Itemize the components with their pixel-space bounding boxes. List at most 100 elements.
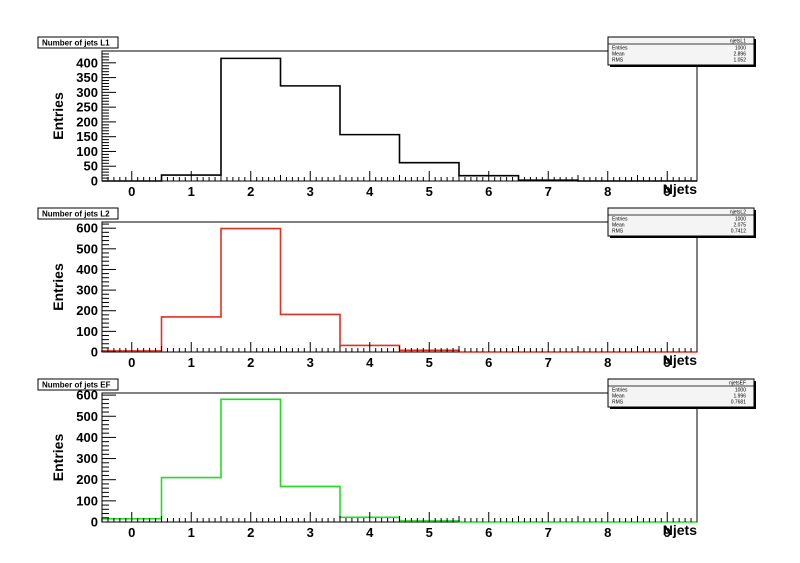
chart-title: Number of jets EF — [42, 381, 111, 390]
stats-box-frame — [607, 36, 755, 66]
x-axis-title: Njets — [663, 181, 697, 197]
y-tick-label: 100 — [76, 324, 98, 339]
y-tick-label: 350 — [76, 70, 98, 85]
x-tick-label: 2 — [247, 184, 254, 199]
y-tick-label: 400 — [76, 430, 98, 445]
y-tick-label: 250 — [76, 100, 98, 115]
y-tick-label: 100 — [76, 493, 98, 508]
y-tick-label: 300 — [76, 451, 98, 466]
stats-value: 0.7681 — [731, 400, 747, 406]
title-box: Number of jets EF — [37, 378, 119, 391]
y-tick-label: 50 — [84, 159, 98, 174]
y-tick-label: 300 — [76, 283, 98, 298]
x-tick-label: 0 — [128, 525, 135, 540]
x-tick-label: 8 — [604, 355, 611, 370]
y-tick-label: 100 — [76, 144, 98, 159]
stats-label: RMS — [612, 229, 624, 235]
x-axis-title: Njets — [663, 352, 697, 368]
x-tick-label: 9 — [664, 184, 671, 199]
histogram-line — [102, 57, 697, 182]
stats-name: njetsL2 — [730, 210, 746, 216]
y-tick-label: 200 — [76, 114, 98, 129]
plot-frame — [101, 392, 698, 523]
stats-box-frame — [607, 207, 755, 237]
stats-name: njetsEF — [729, 381, 746, 387]
y-tick-label: 200 — [76, 472, 98, 487]
y-tick-label: 0 — [91, 345, 98, 360]
x-tick-label: 5 — [426, 355, 433, 370]
x-tick-label: 4 — [366, 184, 374, 199]
stats-value: 1000 — [735, 388, 746, 394]
x-axis-title: Njets — [663, 522, 697, 538]
x-tick-label: 6 — [485, 525, 492, 540]
x-tick-label: 1 — [188, 355, 195, 370]
x-tick-label: 3 — [307, 355, 314, 370]
title-box-frame — [37, 378, 119, 391]
stats-value: 0.7412 — [731, 229, 747, 235]
x-tick-label: 6 — [485, 184, 492, 199]
stats-value: 1000 — [735, 217, 746, 223]
chart-title: Number of jets L1 — [42, 39, 110, 48]
x-tick-label: 9 — [664, 355, 671, 370]
x-tick-label: 3 — [307, 525, 314, 540]
y-tick-label: 0 — [91, 515, 98, 530]
stats-label: Mean — [612, 394, 625, 400]
plot-frame — [101, 221, 698, 353]
y-tick-label: 0 — [91, 174, 98, 189]
x-tick-label: 5 — [426, 184, 433, 199]
title-box: Number of jets L1 — [37, 36, 119, 49]
y-axis-title: Entries — [50, 92, 66, 140]
y-tick-label: 400 — [76, 55, 98, 70]
stats-value: 2.896 — [733, 52, 746, 58]
stats-label: Entries — [612, 217, 628, 223]
x-tick-label: 1 — [188, 525, 195, 540]
y-tick-label: 500 — [76, 409, 98, 424]
y-tick-label: 400 — [76, 262, 98, 277]
stats-value: 2.075 — [733, 223, 746, 229]
y-tick-label: 500 — [76, 241, 98, 256]
stats-label: Mean — [612, 223, 625, 229]
stats-box-frame — [607, 378, 755, 408]
title-box-frame — [37, 207, 119, 220]
stats-box: njetsL1 Entries 1000 Mean 2.896 RMS 1.052 — [607, 36, 756, 67]
y-tick-label: 150 — [76, 129, 98, 144]
x-tick-label: 7 — [545, 525, 552, 540]
histogram-line — [101, 227, 697, 353]
y-tick-label: 200 — [76, 303, 98, 318]
x-tick-label: 7 — [545, 184, 552, 199]
chart-title: Number of jets L2 — [42, 210, 110, 219]
histogram-line — [101, 398, 697, 523]
y-tick-label: 600 — [76, 388, 98, 403]
y-tick-label: 300 — [76, 85, 98, 100]
x-tick-label: 2 — [247, 525, 254, 540]
title-box-frame — [37, 36, 119, 49]
y-axis-title: Entries — [50, 263, 66, 311]
x-tick-label: 7 — [545, 355, 552, 370]
stats-name: njetsL1 — [730, 39, 746, 45]
x-tick-label: 5 — [426, 525, 433, 540]
stats-label: Mean — [612, 52, 625, 58]
x-tick-label: 6 — [485, 355, 492, 370]
stats-label: Entries — [612, 388, 628, 394]
y-axis-title: Entries — [50, 434, 66, 482]
x-tick-label: 4 — [366, 525, 374, 540]
stats-box: njetsL2 Entries 1000 Mean 2.075 RMS 0.7412 — [607, 207, 756, 238]
x-tick-label: 4 — [366, 355, 374, 370]
title-box: Number of jets L2 — [37, 207, 119, 220]
x-tick-label: 0 — [128, 184, 135, 199]
stats-label: RMS — [612, 400, 624, 406]
stats-label: RMS — [612, 58, 624, 64]
x-tick-label: 2 — [247, 355, 254, 370]
stats-box: njetsEF Entries 1000 Mean 1.996 RMS 0.7681 — [607, 378, 756, 409]
stats-value: 1.996 — [733, 394, 746, 400]
x-tick-label: 1 — [188, 184, 195, 199]
x-tick-label: 3 — [307, 184, 314, 199]
y-tick-label: 600 — [76, 221, 98, 236]
x-tick-label: 8 — [604, 184, 611, 199]
x-tick-label: 8 — [604, 525, 611, 540]
x-tick-label: 0 — [128, 355, 135, 370]
